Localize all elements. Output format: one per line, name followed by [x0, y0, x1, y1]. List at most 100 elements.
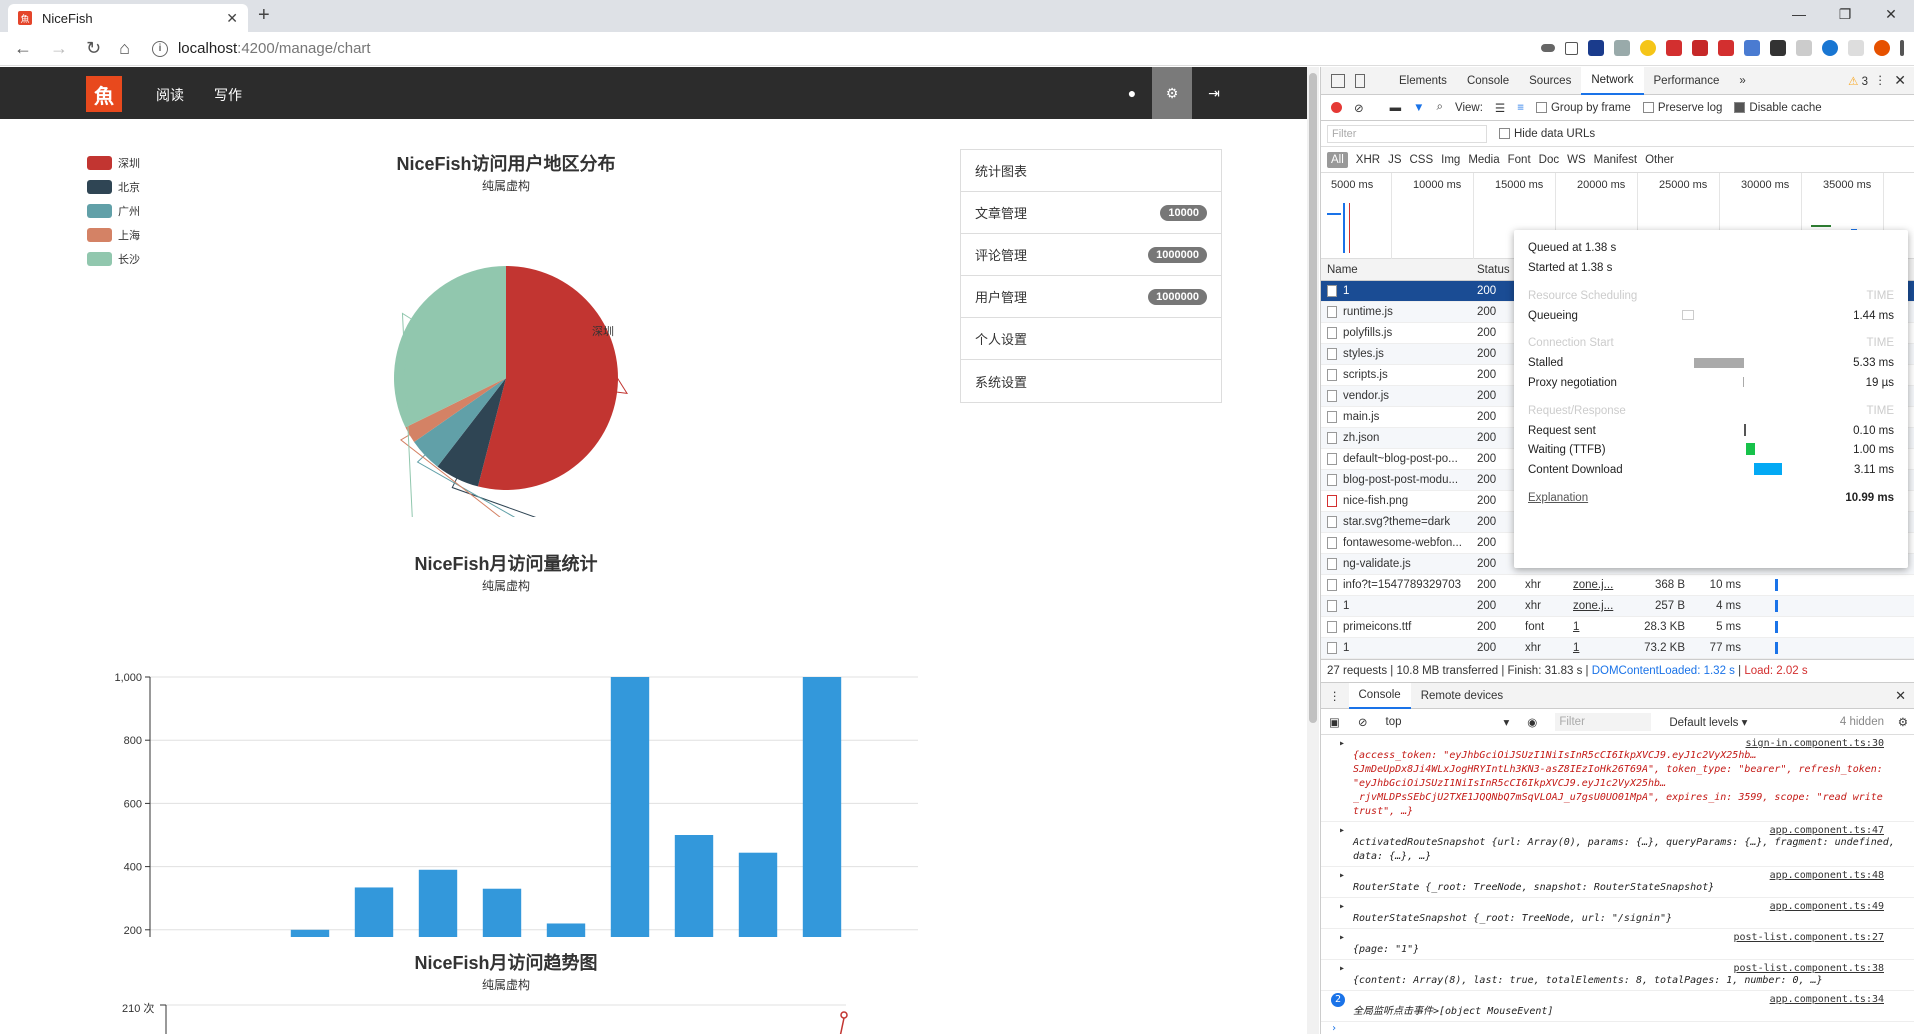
preserve-log-checkbox[interactable]: Preserve log	[1642, 102, 1722, 114]
extension-icon[interactable]	[1666, 40, 1682, 56]
expand-arrow-icon[interactable]: ▸	[1339, 963, 1346, 974]
clear-icon[interactable]: ⊘	[1354, 102, 1364, 115]
bar[interactable]	[482, 888, 522, 937]
type-filter-media[interactable]: Media	[1468, 153, 1500, 166]
waterfall-view-icon[interactable]: ≡	[1517, 101, 1524, 114]
col-name[interactable]: Name	[1327, 263, 1358, 276]
request-initiator[interactable]: 1	[1573, 642, 1580, 654]
type-filter-doc[interactable]: Doc	[1538, 153, 1560, 166]
extension-icon[interactable]	[1614, 40, 1630, 56]
pie-slice[interactable]	[477, 266, 618, 490]
console-source-link[interactable]: app.component.ts:47	[1769, 825, 1884, 836]
request-initiator[interactable]: zone.j...	[1573, 600, 1614, 612]
extension-icon[interactable]	[1848, 40, 1864, 56]
search-icon[interactable]: ⌕	[1436, 101, 1443, 113]
pie-slice[interactable]	[437, 378, 506, 487]
reload-icon[interactable]: ↻	[86, 38, 102, 58]
legend-item[interactable]: 深圳	[87, 151, 140, 175]
drawer-tab-remote-devices[interactable]: Remote devices	[1420, 689, 1504, 702]
console-entry[interactable]: ▸ app.component.ts:48 RouterState {_root: …	[1321, 867, 1914, 898]
extension-icon[interactable]	[1744, 40, 1760, 56]
console-entry[interactable]: 2 app.component.ts:34 全局监听点击事件>[object Mou…	[1321, 991, 1914, 1022]
type-filter-css[interactable]: CSS	[1409, 153, 1434, 166]
eye-icon[interactable]: ◉	[1527, 716, 1538, 729]
console-source-link[interactable]: app.component.ts:34	[1769, 994, 1884, 1005]
tab-console[interactable]: Console	[1466, 74, 1510, 87]
type-filter-js[interactable]: JS	[1388, 153, 1402, 166]
group-by-frame-checkbox[interactable]: Group by frame	[1535, 102, 1631, 114]
tab-performance[interactable]: Performance	[1653, 74, 1720, 87]
sidebar-toggle-icon[interactable]: ▣	[1329, 716, 1340, 729]
expand-arrow-icon[interactable]: ▸	[1339, 901, 1346, 912]
inspect-icon[interactable]	[1331, 73, 1345, 88]
bar[interactable]	[738, 852, 778, 937]
tab-network[interactable]: Network	[1581, 66, 1644, 95]
expand-arrow-icon[interactable]: ▸	[1339, 870, 1346, 881]
close-devtools-icon[interactable]: ✕	[1894, 72, 1906, 88]
timing-explanation-link[interactable]: Explanation	[1528, 492, 1589, 504]
type-filter-other[interactable]: Other	[1645, 153, 1674, 166]
bar[interactable]	[802, 677, 842, 937]
key-icon[interactable]	[1541, 44, 1555, 52]
console-source-link[interactable]: post-list.component.ts:27	[1733, 932, 1884, 943]
pie-slice[interactable]	[405, 378, 506, 442]
extension-icon[interactable]	[1718, 40, 1734, 56]
bar[interactable]	[674, 835, 714, 937]
camera-icon[interactable]: ▬	[1389, 101, 1402, 114]
expand-arrow-icon[interactable]: ▸	[1339, 932, 1346, 943]
side-menu-item[interactable]: 用户管理 1000000	[961, 276, 1221, 318]
context-dropdown-icon[interactable]: ▾	[1503, 716, 1510, 729]
bar[interactable]	[418, 869, 458, 937]
console-source-link[interactable]: sign-in.component.ts:30	[1745, 738, 1884, 749]
request-initiator[interactable]: zone.j...	[1573, 579, 1614, 591]
more-tabs-icon[interactable]: »	[1739, 74, 1746, 87]
bar[interactable]	[290, 929, 330, 937]
console-source-link[interactable]: app.component.ts:48	[1769, 870, 1884, 881]
type-filter-manifest[interactable]: Manifest	[1593, 153, 1638, 166]
pie-slice[interactable]	[414, 378, 506, 467]
nav-write[interactable]: 写作	[214, 87, 242, 103]
page-scrollbar[interactable]	[1307, 67, 1319, 1034]
request-row[interactable]: primeicons.ttf 200 font 1 28.3 KB 5 ms	[1321, 617, 1914, 638]
type-filter-font[interactable]: Font	[1507, 153, 1531, 166]
expand-arrow-icon[interactable]: ▸	[1339, 738, 1346, 749]
user-icon[interactable]: ●	[1127, 85, 1137, 101]
restore-icon[interactable]: ❐	[1838, 5, 1852, 22]
close-window-icon[interactable]: ✕	[1885, 5, 1897, 22]
type-filter-xhr[interactable]: XHR	[1355, 153, 1381, 166]
filter-icon[interactable]: ▼	[1413, 101, 1425, 114]
legend-item[interactable]: 广州	[87, 199, 140, 223]
site-info-icon[interactable]: i	[151, 40, 168, 57]
log-levels-dropdown[interactable]: Default levels ▾	[1669, 716, 1748, 729]
back-icon[interactable]: ←	[14, 38, 32, 58]
request-row[interactable]: 1 200 xhr 1 73.2 KB 77 ms	[1321, 638, 1914, 659]
console-entry[interactable]: ▸ app.component.ts:47 ActivatedRouteSnapsh…	[1321, 822, 1914, 867]
request-row[interactable]: 1 200 xhr zone.j... 257 B 4 ms	[1321, 596, 1914, 617]
url-field[interactable]: localhost:4200/manage/chart	[178, 40, 371, 57]
type-filter-img[interactable]: Img	[1441, 153, 1461, 166]
logout-icon[interactable]: ⇥	[1208, 84, 1220, 101]
disable-cache-checkbox[interactable]: Disable cache	[1734, 102, 1822, 114]
kebab-icon[interactable]: ⋮	[1874, 75, 1887, 87]
legend-item[interactable]: 北京	[87, 175, 140, 199]
console-entry[interactable]: ▸ post-list.component.ts:38 {content: Arra…	[1321, 960, 1914, 991]
nicefish-logo[interactable]: 魚	[86, 76, 122, 112]
browser-tab[interactable]: 魚 NiceFish ✕	[8, 4, 248, 32]
legend-item[interactable]: 长沙	[87, 247, 140, 271]
type-filter-all[interactable]: All	[1327, 151, 1348, 168]
console-entry[interactable]: ▸ app.component.ts:49 RouterStateSnapshot …	[1321, 898, 1914, 929]
record-icon[interactable]	[1331, 102, 1342, 113]
bar[interactable]	[610, 677, 650, 937]
close-tab-icon[interactable]: ✕	[226, 9, 238, 26]
extension-icon[interactable]	[1692, 40, 1708, 56]
col-status[interactable]: Status	[1477, 263, 1510, 276]
console-settings-icon[interactable]: ⚙	[1897, 716, 1908, 729]
nav-read[interactable]: 阅读	[156, 87, 184, 103]
warning-count[interactable]: ⚠ 3	[1848, 76, 1868, 88]
console-entry[interactable]: ▸ sign-in.component.ts:30 {access_token: "…	[1321, 735, 1914, 822]
pie-slice[interactable]	[394, 266, 506, 428]
tab-elements[interactable]: Elements	[1399, 74, 1447, 87]
bar[interactable]	[354, 887, 394, 937]
drawer-menu-icon[interactable]: ⋮	[1329, 690, 1341, 703]
list-view-icon[interactable]: ☰	[1494, 102, 1506, 115]
